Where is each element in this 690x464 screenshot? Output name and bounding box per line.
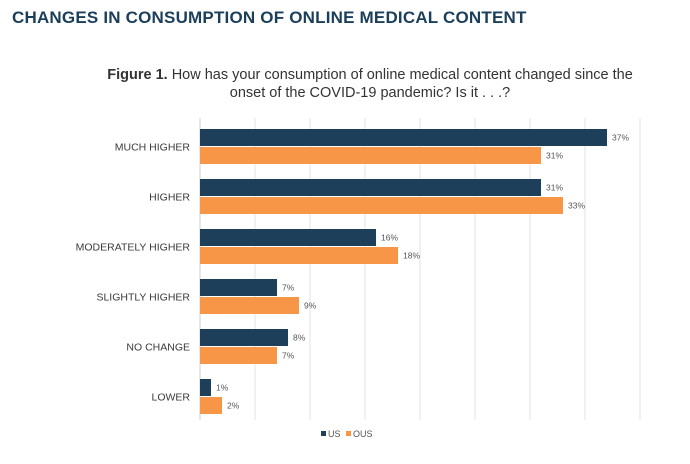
chart-gridlines	[199, 118, 641, 420]
bar-us	[200, 279, 277, 296]
category-label: SLIGHTLY HIGHER	[96, 292, 190, 304]
category-label: MODERATELY HIGHER	[76, 242, 191, 254]
data-label: 33%	[568, 201, 585, 211]
bar-us	[200, 179, 541, 196]
figure-caption: Figure 1. How has your consumption of on…	[90, 66, 650, 102]
page-title: CHANGES IN CONSUMPTION OF ONLINE MEDICAL…	[12, 8, 527, 27]
category-label: LOWER	[151, 392, 190, 404]
chart-labels: MUCH HIGHER 37% 31% HIGHER 31% 33% MODERATELY …	[76, 133, 630, 411]
chart-bars	[200, 129, 607, 414]
legend-swatch-us	[321, 431, 326, 436]
legend-swatch-ous	[346, 431, 351, 436]
bar-ous	[200, 347, 277, 364]
data-label: 18%	[403, 251, 420, 261]
category-label: MUCH HIGHER	[115, 142, 191, 154]
bar-us	[200, 129, 607, 146]
bar-ous	[200, 197, 563, 214]
data-label: 1%	[216, 383, 229, 393]
data-label: 9%	[304, 301, 317, 311]
data-label: 31%	[546, 151, 563, 161]
data-label: 7%	[282, 351, 295, 361]
data-label: 37%	[612, 133, 629, 143]
data-label: 2%	[227, 401, 240, 411]
category-label: NO CHANGE	[126, 342, 190, 354]
figure-question: How has your consumption of online medic…	[171, 67, 633, 101]
bar-ous	[200, 247, 398, 264]
bar-us	[200, 379, 211, 396]
chart-legend: US OUS	[321, 429, 373, 439]
bar-ous	[200, 397, 222, 414]
data-label: 31%	[546, 183, 563, 193]
bar-us	[200, 329, 288, 346]
legend-label-ous: OUS	[353, 429, 373, 439]
data-label: 16%	[381, 233, 398, 243]
data-label: 7%	[282, 283, 295, 293]
data-label: 8%	[293, 333, 306, 343]
bar-us	[200, 229, 376, 246]
legend-label-us: US	[328, 429, 341, 439]
bar-ous	[200, 297, 299, 314]
category-label: HIGHER	[149, 192, 190, 204]
figure-label: Figure 1.	[107, 67, 168, 83]
bar-ous	[200, 147, 541, 164]
